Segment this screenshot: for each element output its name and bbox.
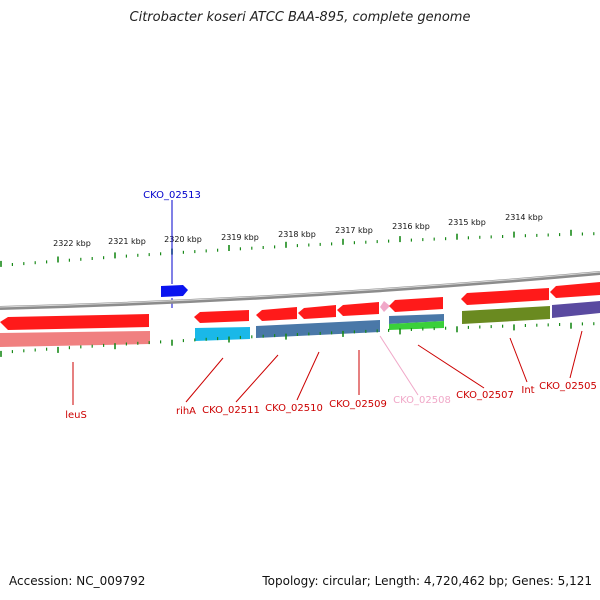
reverse-cds-track (0, 282, 600, 330)
scale-label: 2316 kbp (392, 222, 430, 231)
cog-track (0, 301, 600, 347)
cog-block (462, 306, 550, 324)
leader-line (569, 330, 583, 379)
gene-label: CKO_02505 (539, 381, 597, 392)
leader-line (235, 354, 279, 403)
scale-label: 2317 kbp (335, 226, 373, 235)
cog-block (389, 314, 444, 324)
cds-arrow (298, 305, 336, 319)
leader-line (185, 357, 224, 403)
accession-text: Accession: NC_009792 (9, 574, 146, 588)
cds-arrow (0, 314, 149, 330)
forward-gene-arrow (161, 285, 188, 297)
leader-lines (72, 330, 583, 405)
cds-arrow (389, 297, 443, 312)
gene-label: CKO_02513 (143, 190, 201, 201)
scale-label: 2321 kbp (108, 237, 146, 246)
leader-line (417, 344, 485, 389)
scale-label: 2315 kbp (448, 218, 486, 227)
genome-backbone (0, 271, 600, 310)
cog-block (256, 320, 380, 338)
scale-label: 2318 kbp (278, 230, 316, 239)
cds-arrow (461, 288, 549, 305)
cog-block (552, 301, 600, 318)
scale-label: 2314 kbp (505, 213, 543, 222)
gene-label: Int (521, 385, 534, 396)
gene-label: CKO_02511 (202, 405, 260, 416)
genome-backbone-highlight (0, 271, 600, 308)
scale-label: 2322 kbp (53, 239, 91, 248)
scale-labels: 2322 kbp 2321 kbp 2320 kbp 2319 kbp 2318… (53, 213, 543, 248)
cds-arrow (550, 282, 600, 298)
lower-tick-row (0, 322, 595, 357)
gene-label: leuS (65, 410, 87, 421)
gene-label: CKO_02507 (456, 390, 514, 401)
cds-arrow (337, 302, 379, 316)
leader-line (379, 335, 419, 396)
gene-label: CKO_02508 (393, 395, 451, 406)
cds-arrow (256, 307, 297, 321)
scale-label: 2319 kbp (221, 233, 259, 242)
scale-label: 2320 kbp (164, 235, 202, 244)
genome-summary-text: Topology: circular; Length: 4,720,462 bp… (262, 574, 592, 588)
cds-arrow (380, 301, 390, 312)
cds-arrow (194, 310, 249, 323)
gene-label: CKO_02509 (329, 399, 387, 410)
cog-block (195, 327, 250, 341)
gene-label: rihA (176, 406, 196, 417)
gene-label: CKO_02510 (265, 403, 323, 414)
cog-block (389, 321, 444, 330)
leader-line (296, 351, 320, 401)
map-title: Citrobacter koseri ATCC BAA-895, complet… (129, 10, 471, 25)
cog-block (0, 331, 150, 347)
gene-labels: CKO_02513 leuS rihA CKO_02511 CKO_02510 … (65, 190, 597, 421)
leader-line (509, 337, 528, 383)
